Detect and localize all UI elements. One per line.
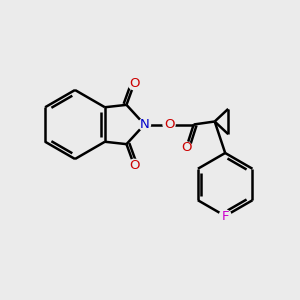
Circle shape bbox=[163, 118, 175, 130]
Circle shape bbox=[128, 159, 140, 171]
Circle shape bbox=[139, 118, 151, 130]
Text: O: O bbox=[181, 141, 191, 154]
Text: O: O bbox=[129, 159, 140, 172]
Text: O: O bbox=[129, 77, 140, 90]
Circle shape bbox=[180, 142, 192, 154]
Text: N: N bbox=[140, 118, 149, 131]
Circle shape bbox=[128, 78, 140, 90]
Text: F: F bbox=[221, 209, 229, 223]
Circle shape bbox=[219, 210, 231, 222]
Text: O: O bbox=[164, 118, 174, 131]
